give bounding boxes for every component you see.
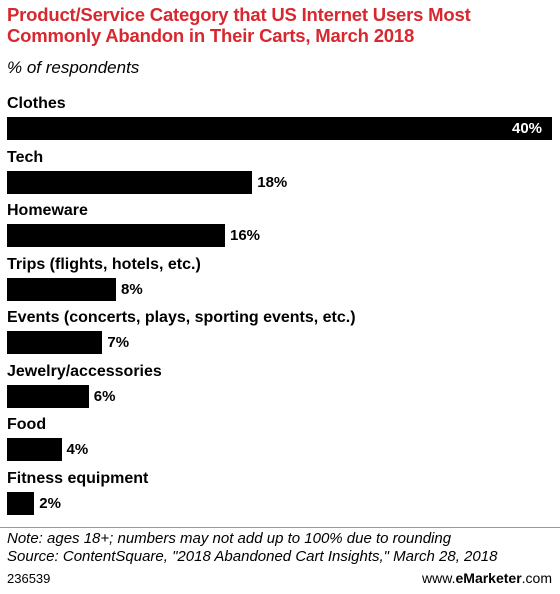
bar-label: Clothes [7,95,66,112]
bar [7,384,89,408]
footer-divider [0,527,560,528]
bar-value-label: 6% [93,387,116,405]
bar [7,277,116,301]
bar-label: Homeware [7,202,88,219]
bar-label: Food [7,416,47,433]
bar-value-label: 4% [66,441,89,458]
footnote-note: Note: ages 18+; numbers may not add up t… [7,530,452,547]
bar-label: Trips (flights, hotels, etc.) [7,255,201,273]
bar-value-label: 2% [39,494,61,512]
bar-value-label: 16% [230,227,261,244]
chart-id: 236539 [7,571,51,586]
footnote-source: Source: ContentSquare, "2018 Abandoned C… [7,548,498,565]
bar [7,491,35,515]
bar [7,224,225,247]
chart-title: Product/Service Category that US Interne… [7,4,471,46]
bar-value-label: 8% [121,280,143,298]
chart-subtitle: % of respondents [7,58,140,77]
brand-logo[interactable]: www.eMarketer.com [422,570,552,586]
bar [7,438,62,461]
brand-prefix: www. [422,570,456,586]
bar [7,117,552,140]
bar-value-label: 7% [107,334,130,351]
bar [7,331,103,354]
bar-value-label: 18% [257,173,288,191]
bar-value-label: 40% [512,120,543,137]
bar-label: Jewelry/accessories [7,362,162,380]
brand-name: eMarketer [455,570,522,586]
bar-label: Fitness equipment [7,469,149,487]
bar-label: Tech [7,148,44,166]
bar-label: Events (concerts, plays, sporting events… [7,309,356,326]
brand-suffix: .com [521,570,552,586]
bar [7,170,253,194]
